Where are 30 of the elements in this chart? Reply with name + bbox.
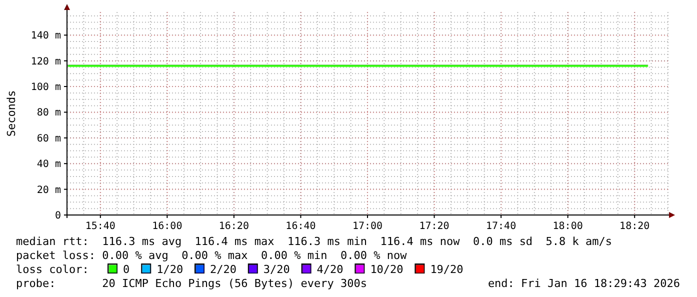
legend-label: 2/20 [210, 263, 236, 276]
y-tick-label: 140 m [30, 30, 61, 42]
y-tick-label: 20 m [36, 184, 61, 196]
legend-label: 0 [123, 263, 130, 276]
text: packet loss: 0.00 % avg 0.00 % max 0.00 % min 0.00 % now [16, 249, 408, 262]
text: probe: 20 ICMP Echo Pings (56 Bytes) every 300s [16, 277, 367, 290]
y-tick-label: 120 m [30, 56, 61, 68]
legend-label: 3/20 [263, 263, 290, 276]
x-tick-label: 16:00 [152, 221, 182, 232]
x-tick-label: 18:20 [620, 221, 650, 232]
y-tick-label: 80 m [36, 108, 61, 119]
legend-label: 4/20 [316, 263, 344, 276]
x-tick-label: 17:20 [419, 221, 450, 232]
y-tick-label: 100 m [30, 82, 61, 94]
y-tick-label: 60 m [36, 133, 61, 144]
x-tick-label: 15:40 [85, 221, 116, 232]
y-tick-label: 40 m [36, 159, 61, 170]
x-tick-label: 16:20 [218, 221, 249, 232]
y-tick-label: 0 [54, 210, 61, 222]
legend-label: 19/20 [430, 263, 464, 276]
legend-label: 1/20 [156, 263, 184, 276]
legend-label: 10/20 [370, 263, 404, 276]
x-tick-label: 16:40 [286, 221, 316, 232]
y-axis-title: Seconds [5, 90, 18, 137]
x-tick-label: 17:00 [352, 221, 383, 232]
text: end: Fri Jan 16 18:29:43 2026 [488, 277, 680, 290]
x-tick-label: 17:40 [486, 221, 516, 232]
text: median rtt: 116.3 ms avg 116.4 ms max 116.3 ms min 116.4 ms now 0.0 ms sd 5.8 k am/s [16, 235, 612, 248]
x-tick-label: 18:00 [552, 221, 583, 232]
legend-title: loss color: [16, 263, 89, 276]
